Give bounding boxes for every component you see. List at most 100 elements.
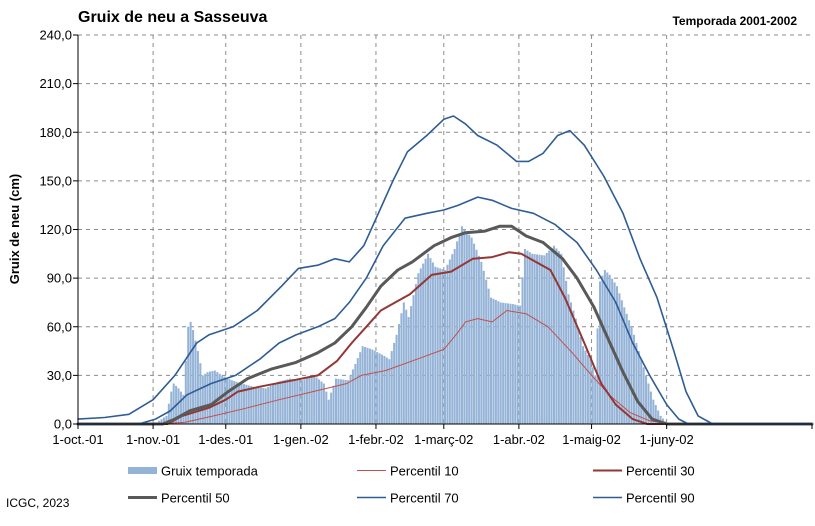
snow-depth-bar [533,254,536,424]
x-tick-label: 1-des.-01 [198,432,253,447]
snow-depth-bar [264,388,267,424]
snow-depth-bar [322,383,325,424]
snow-depth-bar [625,313,628,424]
snow-depth-bar [390,351,393,424]
axes [73,34,813,429]
legend-item-percentil-50: Percentil 50 [128,491,230,506]
snow-depth-bar [368,348,371,424]
snow-depth-bar [199,363,202,424]
bar-series-gruix-temporada [155,226,667,424]
snow-depth-bar [172,383,175,424]
legend-item-percentil-70: Percentil 70 [357,491,459,506]
snow-depth-bar [526,250,529,424]
snow-depth-bar [313,375,316,424]
snow-depth-bar [271,384,275,424]
legend-label: Percentil 50 [161,491,230,506]
snow-depth-bar [288,378,291,424]
snow-depth-bar [594,375,597,424]
snow-depth-bar [209,371,212,424]
credit-text: ICGC, 2023 [6,496,70,510]
snow-depth-bar [301,380,304,424]
snow-depth-bar [412,295,415,424]
snow-depth-bar [657,410,660,424]
snow-depth-bar [303,379,306,424]
snow-depth-bar [405,309,408,424]
snow-depth-bar [364,347,367,424]
snow-depth-bar [654,405,657,424]
snow-depth-bar [584,350,587,424]
snow-depth-bar [334,378,338,424]
snow-depth-bar [366,347,369,424]
snow-depth-bar [460,226,463,424]
snow-depth-bar [645,375,648,424]
snow-depth-bar [572,310,575,424]
snow-depth-bar [419,268,422,424]
snow-depth-bar [269,385,272,424]
snow-depth-bar [475,249,478,424]
legend: Gruix temporada Percentil 10 Percentil 30 P… [128,464,695,506]
snow-depth-bar [477,255,480,424]
snow-depth-bar [647,383,650,424]
chart-subtitle: Temporada 2001-2002 [672,14,797,28]
snow-depth-bar [242,384,245,424]
legend-item-gruix-temporada: Gruix temporada [128,464,259,479]
snow-depth-bar [516,305,519,424]
snow-depth-bar [635,342,638,424]
snow-depth-bar [417,273,420,424]
snow-depth-bar [637,351,640,424]
legend-label: Percentil 10 [390,464,459,479]
snow-depth-bar [465,231,468,424]
snow-depth-bar [298,379,301,424]
line-percentil-30 [77,251,813,425]
snow-depth-bar [652,399,655,424]
snow-depth-bar [276,381,279,424]
snow-depth-bar [211,371,214,424]
snow-depth-bar [342,379,345,424]
snow-depth-bar [359,352,362,424]
snow-depth-bar [320,381,323,424]
x-tick-label: 1-nov.-01 [126,432,180,447]
snow-depth-bar [351,369,354,424]
snow-depth-bar [565,280,568,424]
x-tick-label: 1-gen.-02 [273,432,329,447]
snow-depth-bar [257,387,260,424]
snow-depth-bar [349,374,352,424]
snow-depth-bar [569,302,572,424]
snow-depth-bar [293,379,296,424]
y-tick-label: 150,0 [39,173,72,188]
snow-depth-bar [385,357,388,424]
snow-depth-bar [494,300,497,424]
snow-depth-bar [167,403,170,424]
snow-depth-bar [630,326,633,424]
snow-depth-bar [250,386,253,424]
snow-depth-bar [463,229,466,424]
snow-depth-bar [424,258,427,424]
snow-depth-bar [490,297,493,424]
snow-depth-bar [380,354,384,424]
legend-item-percentil-30: Percentil 30 [593,464,695,479]
snow-depth-bar [582,346,585,424]
snow-depth-bar [514,304,517,424]
snow-depth-bar [327,399,330,424]
snow-depth-bar [574,318,577,424]
snow-depth-bar [427,253,430,424]
snow-depth-bar [259,387,262,424]
snow-depth-bar [548,250,551,424]
snow-depth-bar [443,270,447,424]
snow-depth-bar [361,346,364,424]
snow-depth-bar [649,391,652,424]
snow-depth-bar [393,342,396,424]
snow-depth-bar [284,379,287,424]
x-tick-label: 1-abr.-02 [493,432,545,447]
snow-depth-bar [536,254,539,424]
y-tick-labels: 0,0 30,0 60,0 90,0 120,0 150,0 180,0 210,0 240,0 [39,28,72,432]
snow-depth-bar [422,263,425,424]
snow-depth-bar [519,305,522,424]
snow-depth-bar [511,304,514,424]
snow-depth-bar [543,255,546,424]
snow-depth-bar [165,415,168,424]
snow-depth-bar [339,379,342,424]
x-tick-label: 1-març-02 [414,432,473,447]
snow-depth-bar [160,419,163,424]
snow-depth-bar [245,384,248,424]
